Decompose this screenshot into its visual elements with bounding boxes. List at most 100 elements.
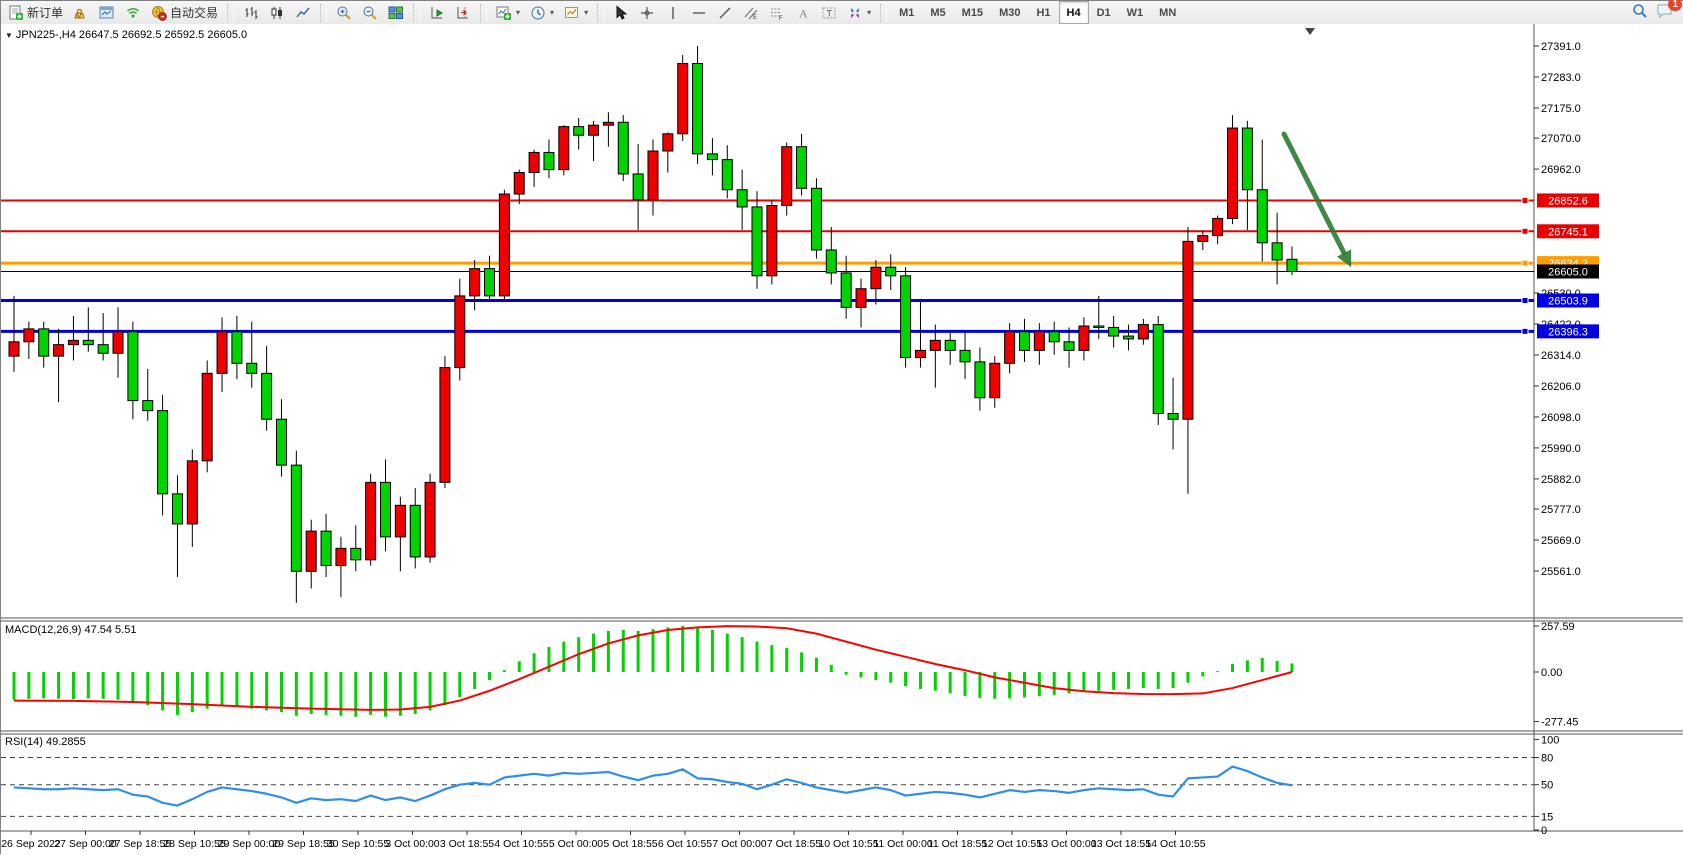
hline-price-label: 26852.6 <box>1548 195 1588 207</box>
candle-body <box>1137 324 1149 340</box>
chart-shift-marker-icon[interactable] <box>1305 28 1315 35</box>
time-tick-label: 11 Oct 00:00 <box>873 838 933 850</box>
candle-body <box>171 493 183 525</box>
timeframe-h4-button[interactable]: H4 <box>1058 1 1089 24</box>
candles-icon <box>269 5 285 21</box>
macd-histogram-bar <box>1112 672 1116 690</box>
macd-histogram-bar <box>161 672 165 711</box>
trend-arrow-annotation[interactable] <box>1281 131 1347 256</box>
chart-window[interactable]: 27391.027283.027175.027070.026962.026530… <box>1 24 1683 855</box>
chart-window-button[interactable] <box>94 1 120 24</box>
hline-handle[interactable] <box>1521 196 1529 204</box>
macd-histogram-bar <box>86 672 90 699</box>
candle-body <box>796 146 808 189</box>
candle-body <box>365 481 377 561</box>
macd-histogram-bar <box>488 672 492 681</box>
text-button[interactable]: A <box>790 1 816 24</box>
new-chart-button[interactable]: ▾ <box>491 1 525 24</box>
candle-body <box>781 146 793 207</box>
candle-body <box>1256 189 1268 244</box>
timeframe-m15-button[interactable]: M15 <box>961 6 984 19</box>
candle-body <box>23 328 35 343</box>
channel-button[interactable]: E <box>738 1 764 24</box>
price-tick-label: 26098.0 <box>1541 412 1581 424</box>
macd-histogram-bar <box>250 672 254 709</box>
gold-button[interactable] <box>68 1 94 24</box>
timeframe-h1-button[interactable]: H1 <box>1036 6 1051 19</box>
candle-body <box>677 63 689 135</box>
timeframe-m5-button[interactable]: M5 <box>930 6 946 19</box>
macd-histogram-bar <box>1216 671 1220 673</box>
candle-body <box>528 151 540 174</box>
zoom-out-button[interactable] <box>357 1 383 24</box>
dropdown-caret-icon[interactable]: ▾ <box>516 8 521 17</box>
cursor-button[interactable] <box>608 1 634 24</box>
dropdown-caret-icon[interactable]: ▾ <box>867 8 872 17</box>
timeframe-m1-button[interactable]: M1 <box>899 6 915 19</box>
candle-body <box>439 367 451 483</box>
macd-histogram-bar <box>621 630 625 672</box>
candle-body <box>394 504 406 538</box>
candle-body <box>1197 235 1209 242</box>
rsi-indicator-label: RSI(14) 49.2855 <box>5 736 86 748</box>
timeframe-m30-button[interactable]: M30 <box>999 6 1021 19</box>
rsi-tick-label: 100 <box>1541 734 1559 746</box>
autoscroll-button[interactable] <box>424 1 450 24</box>
chart-canvas[interactable]: 27391.027283.027175.027070.026962.026530… <box>1 24 1683 855</box>
macd-histogram-bar <box>800 652 804 672</box>
candle-body <box>721 159 733 191</box>
macd-histogram-bar <box>443 672 447 706</box>
svg-text:E: E <box>753 15 757 21</box>
label-button[interactable]: T <box>816 1 842 24</box>
bars-chart-button[interactable] <box>238 1 264 24</box>
time-tick-label: 5 Oct 18:55 <box>603 838 657 850</box>
chart-shift-button[interactable] <box>450 1 476 24</box>
hline-handle[interactable] <box>1521 259 1529 267</box>
arrows-button[interactable]: ▾ <box>842 1 876 24</box>
dropdown-caret-icon[interactable]: ▾ <box>550 8 555 17</box>
new-order-button[interactable]: 新订单 <box>3 1 68 24</box>
hline-handle[interactable] <box>1521 327 1529 335</box>
candle-body <box>53 344 65 357</box>
signals-button[interactable] <box>120 1 146 24</box>
candle-body <box>290 464 302 572</box>
svg-text:F: F <box>779 16 783 21</box>
candle-body <box>261 372 273 420</box>
hline-handle[interactable] <box>1521 297 1529 305</box>
search-icon[interactable] <box>1632 3 1648 22</box>
autotrading-button[interactable]: 自动交易 <box>146 1 223 24</box>
macd-histogram-bar <box>666 627 670 672</box>
line-chart-button[interactable] <box>290 1 316 24</box>
hline-handle[interactable] <box>1521 227 1529 235</box>
zoom-in-button[interactable] <box>331 1 357 24</box>
toolbar-separator <box>880 3 888 22</box>
price-tick-label: 25777.0 <box>1541 504 1581 516</box>
templates-button[interactable]: ▾ <box>559 1 593 24</box>
macd-histogram-bar <box>339 672 343 716</box>
trendline-button[interactable] <box>712 1 738 24</box>
candle-body <box>1286 258 1298 272</box>
timeframe-d1-button[interactable]: D1 <box>1096 6 1111 19</box>
toolbar-separator <box>227 3 235 22</box>
candles-chart-button[interactable] <box>264 1 290 24</box>
macd-histogram-bar <box>116 672 120 700</box>
macd-histogram-bar <box>1290 663 1294 672</box>
price-tick-label: 27175.0 <box>1541 103 1581 115</box>
macd-histogram-bar <box>562 641 566 672</box>
vline-button[interactable] <box>660 1 686 24</box>
chart-expand-icon[interactable]: ▼ <box>5 31 13 40</box>
periods-button[interactable]: ▾ <box>525 1 559 24</box>
candle-body <box>38 328 50 357</box>
crosshair-button[interactable] <box>634 1 660 24</box>
hline-button[interactable] <box>686 1 712 24</box>
time-tick-label: 6 Oct 10:55 <box>658 838 712 850</box>
chat-button[interactable]: 1 <box>1656 0 1682 22</box>
macd-histogram-bar <box>413 672 417 714</box>
timeframe-mn-button[interactable]: MN <box>1159 6 1177 19</box>
tile-windows-button[interactable] <box>383 1 409 24</box>
timeframe-w1-button[interactable]: W1 <box>1126 6 1144 19</box>
candle-body <box>736 189 748 208</box>
dropdown-caret-icon[interactable]: ▾ <box>584 8 589 17</box>
macd-histogram-bar <box>398 672 402 716</box>
fibo-button[interactable]: F <box>764 1 790 24</box>
